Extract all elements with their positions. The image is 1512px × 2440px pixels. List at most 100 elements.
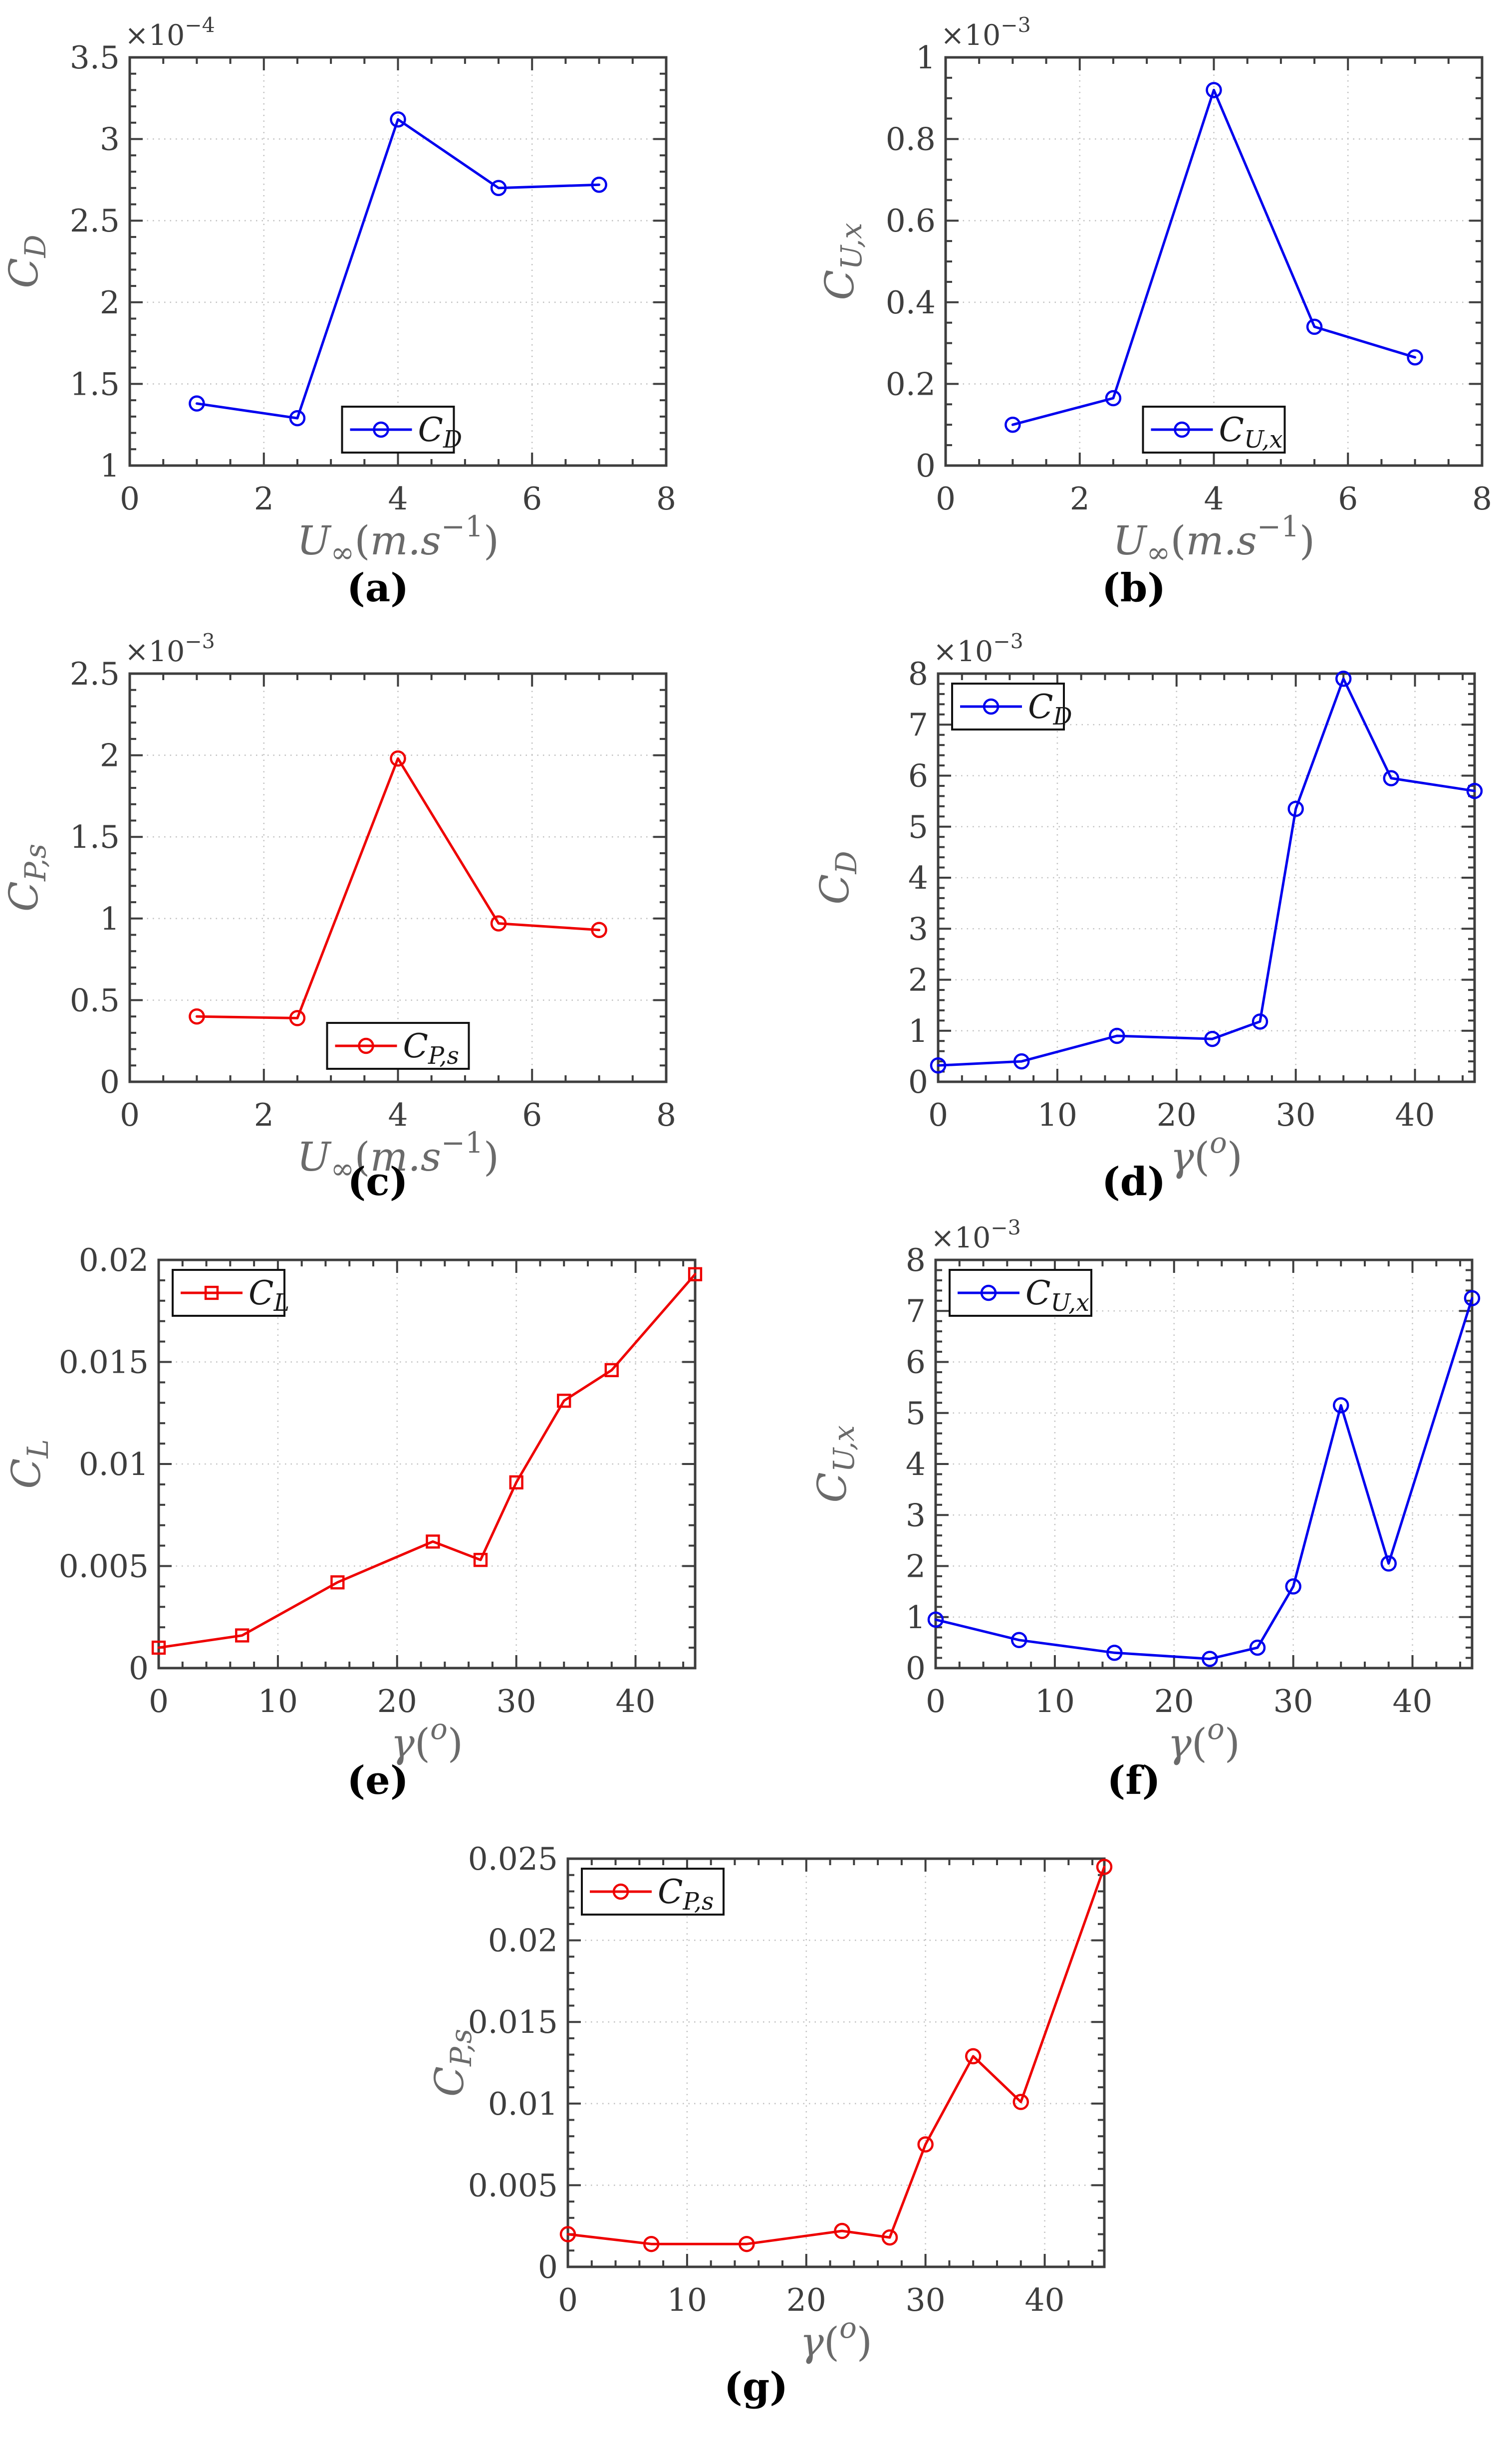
legend-label: CD bbox=[418, 411, 463, 454]
chart-g: 0 10 20 30 40 0 0.005 0.01 0.015 0.02 0.025 γ(o) CP,… bbox=[426, 1841, 1113, 2410]
series-line-C_Ux bbox=[934, 1297, 1474, 1661]
svg-text:20: 20 bbox=[786, 2282, 826, 2318]
plot-box bbox=[128, 672, 668, 1083]
chart-c: 0 2 4 6 8 0 0.5 1 1.5 2 2.5×10−3 U∞(m.s−1) CP,s CP,s (… bbox=[0, 629, 676, 1205]
svg-text:40: 40 bbox=[1395, 1097, 1435, 1133]
axis-ticks bbox=[129, 56, 667, 467]
chart-d: 0 10 20 30 40 0 1 2 3 4 5 6 7 8×10−3 γ(o) CD CD (d) bbox=[811, 629, 1483, 1205]
svg-text:2.5: 2.5 bbox=[70, 656, 120, 692]
y-axis-label: CP,s bbox=[0, 844, 52, 912]
grid bbox=[936, 1260, 1472, 1668]
svg-text:10: 10 bbox=[667, 2282, 707, 2318]
x-tick-labels: 0 10 20 30 40 bbox=[926, 1683, 1433, 1719]
legend-marker-icon bbox=[204, 1285, 219, 1300]
svg-text:7: 7 bbox=[906, 1293, 926, 1329]
grid bbox=[130, 674, 666, 1082]
y-axis-label: CU,x bbox=[816, 223, 868, 300]
y-tick-labels: 0 1 2 3 4 5 6 7 8 bbox=[906, 1242, 926, 1687]
panel-caption: (d) bbox=[1102, 1159, 1166, 1205]
svg-text:2.5: 2.5 bbox=[70, 203, 120, 239]
panel-caption: (b) bbox=[1102, 565, 1166, 611]
legend-marker-icon bbox=[358, 1037, 374, 1054]
svg-text:4: 4 bbox=[906, 1446, 926, 1482]
svg-text:2: 2 bbox=[1070, 481, 1090, 517]
svg-text:0: 0 bbox=[916, 448, 936, 484]
grid bbox=[568, 1859, 1104, 2267]
svg-text:3: 3 bbox=[906, 1497, 926, 1533]
series-line-C_Ps bbox=[195, 757, 601, 1019]
panel-caption: (a) bbox=[347, 565, 409, 611]
svg-text:30: 30 bbox=[906, 2282, 946, 2318]
x-tick-labels: 0 10 20 30 40 bbox=[149, 1683, 656, 1719]
series-line-C_D bbox=[195, 118, 601, 420]
axis-ticks bbox=[567, 1858, 1104, 2268]
axis-ticks bbox=[937, 673, 1475, 1083]
y-axis-label: CU,x bbox=[809, 1425, 861, 1502]
svg-text:8: 8 bbox=[906, 1242, 926, 1278]
svg-text:0: 0 bbox=[926, 1683, 946, 1719]
x-tick-labels: 0 10 20 30 40 bbox=[558, 2282, 1065, 2318]
x-tick-labels: 0 10 20 30 40 bbox=[928, 1097, 1435, 1133]
svg-text:1: 1 bbox=[100, 448, 120, 484]
y-axis-label: CL bbox=[3, 1439, 55, 1488]
legend-marker-icon bbox=[373, 421, 389, 438]
svg-text:0.015: 0.015 bbox=[59, 1344, 149, 1381]
svg-text:6: 6 bbox=[1338, 481, 1358, 517]
svg-text:0: 0 bbox=[936, 481, 956, 517]
legend-marker-icon bbox=[1174, 421, 1190, 438]
svg-text:1.5: 1.5 bbox=[70, 366, 120, 402]
svg-text:8: 8 bbox=[656, 1097, 676, 1133]
plot-box bbox=[566, 1857, 1106, 2268]
y-tick-labels: 0 0.005 0.01 0.015 0.02 0.025 bbox=[468, 1841, 558, 2285]
series-markers-C_L bbox=[151, 1267, 703, 1655]
y-tick-labels: 0 0.5 1 1.5 2 2.5 bbox=[70, 656, 120, 1100]
legend-label: CL bbox=[249, 1274, 289, 1317]
x-axis-label: U∞(m.s−1) bbox=[297, 1126, 499, 1186]
x-axis-label: U∞(m.s−1) bbox=[1113, 510, 1315, 569]
chart-f: 0 10 20 30 40 0 1 2 3 4 5 6 7 8×10−3 γ(o) CU,x CU,x (f) bbox=[809, 1216, 1481, 1803]
x-tick-labels: 0 2 4 6 8 bbox=[120, 481, 676, 517]
x-axis-label: γ(o) bbox=[391, 1712, 463, 1766]
chart-a: 0 2 4 6 8 1 1.5 2 2.5 3 3.5×10−4 U∞(m.s−1) CD CD (a) bbox=[0, 13, 676, 611]
panel-caption: (c) bbox=[347, 1159, 408, 1205]
y-exponent-label: ×10−4 bbox=[125, 13, 215, 52]
svg-text:6: 6 bbox=[522, 481, 542, 517]
svg-text:2: 2 bbox=[100, 737, 120, 774]
series-markers-C_Ps bbox=[559, 1859, 1113, 2252]
svg-text:30: 30 bbox=[1276, 1097, 1316, 1133]
legend-label: CD bbox=[1028, 688, 1072, 731]
legend: CP,s bbox=[581, 1868, 725, 1916]
y-tick-labels: 0 1 2 3 4 5 6 7 8 bbox=[908, 656, 928, 1100]
panel-caption: (f) bbox=[1107, 1758, 1160, 1803]
x-axis-label: γ(o) bbox=[1168, 1712, 1240, 1766]
svg-text:0: 0 bbox=[906, 1650, 926, 1687]
chart-e: 0 10 20 30 40 0 0.005 0.01 0.015 0.02 γ(o) CL CL (e) bbox=[3, 1242, 703, 1803]
svg-text:0: 0 bbox=[120, 1097, 140, 1133]
svg-text:1: 1 bbox=[906, 1599, 926, 1636]
svg-text:20: 20 bbox=[1154, 1683, 1194, 1719]
series-line-C_L bbox=[157, 1273, 697, 1649]
svg-text:40: 40 bbox=[1392, 1683, 1432, 1719]
svg-text:40: 40 bbox=[615, 1683, 655, 1719]
svg-text:0.015: 0.015 bbox=[468, 2004, 558, 2040]
svg-text:1.5: 1.5 bbox=[70, 819, 120, 855]
svg-text:10: 10 bbox=[1037, 1097, 1077, 1133]
svg-text:0: 0 bbox=[908, 1064, 928, 1100]
x-tick-labels: 0 2 4 6 8 bbox=[936, 481, 1492, 517]
svg-text:0.5: 0.5 bbox=[70, 982, 120, 1018]
legend: CU,x bbox=[949, 1269, 1092, 1317]
svg-text:7: 7 bbox=[908, 707, 928, 743]
legend: CD bbox=[341, 406, 463, 454]
axis-ticks bbox=[935, 1259, 1472, 1669]
legend: CP,s bbox=[326, 1022, 470, 1070]
series-line-C_Ps bbox=[566, 1865, 1106, 2245]
series-line-C_Ux bbox=[1011, 88, 1417, 426]
legend-label: CP,s bbox=[403, 1027, 459, 1070]
grid bbox=[159, 1260, 695, 1668]
svg-text:0.005: 0.005 bbox=[468, 2167, 558, 2203]
svg-text:0: 0 bbox=[120, 481, 140, 517]
y-exponent-label: ×10−3 bbox=[125, 629, 215, 668]
plot-box bbox=[944, 56, 1484, 467]
svg-text:0: 0 bbox=[149, 1683, 169, 1719]
svg-text:4: 4 bbox=[908, 860, 928, 896]
